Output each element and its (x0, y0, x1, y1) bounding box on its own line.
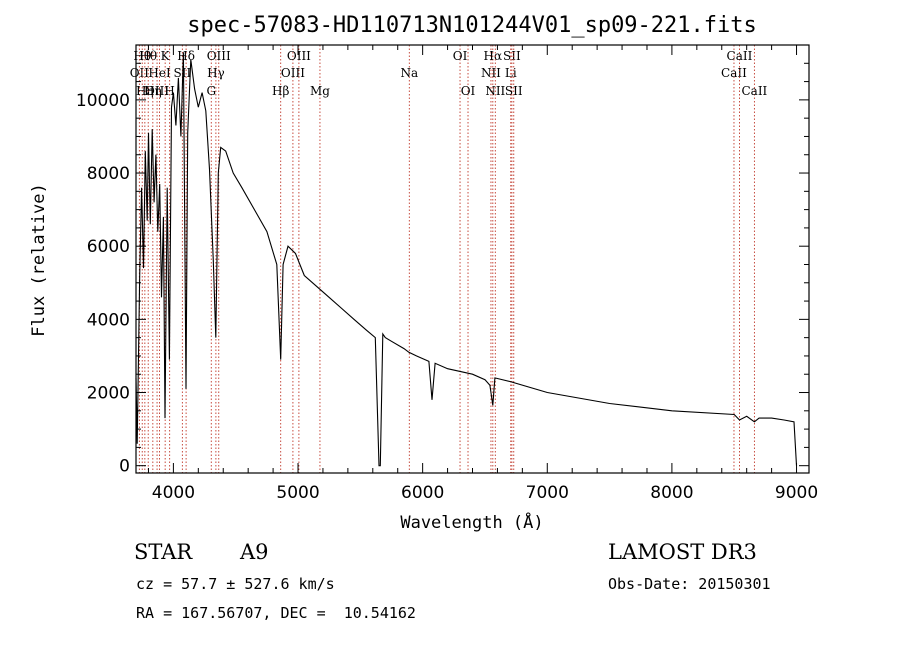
obs-date-text: Obs-Date: 20150301 (608, 575, 771, 593)
marker-label: OI (453, 49, 468, 63)
marker-label: CaII (741, 84, 767, 98)
marker-label: OIII (207, 49, 231, 63)
marker-label: OII (130, 66, 150, 80)
marker-label: Hγ (207, 66, 225, 80)
coordinates-text: RA = 167.56707, DEC = 10.54162 (136, 604, 416, 622)
chart-title: spec-57083-HD110713N101244V01_sp09-221.f… (187, 13, 757, 38)
y-tick-label: 2000 (87, 384, 130, 404)
marker-label: OIII (145, 84, 169, 98)
marker-label: Hθ (139, 49, 157, 63)
object-class: STAR (134, 540, 193, 564)
y-tick-label: 10000 (76, 91, 130, 111)
marker-label: Li (505, 66, 517, 80)
plot-frame (135, 44, 810, 474)
y-tick-label: 4000 (87, 310, 130, 330)
survey-name: LAMOST DR3 (608, 540, 757, 564)
marker-label: Hη (136, 84, 154, 98)
marker-label: Hα (484, 49, 503, 63)
marker-label: SII (503, 49, 521, 63)
marker-label: HeI (148, 66, 171, 80)
marker-label: Hβ (272, 84, 289, 98)
marker-label: Mg (310, 84, 330, 98)
marker-label: H (164, 84, 174, 98)
object-subclass: A9 (240, 540, 269, 564)
redshift-text: cz = 57.7 ± 527.6 km/s (136, 575, 335, 593)
marker-label: Na (400, 66, 418, 80)
x-tick-label: 8000 (650, 483, 693, 503)
line-markers: OIIHθHηHθHηOIIIHeIKHSIIHδGHγOIIIHβOIIIOI… (130, 45, 768, 473)
marker-label: K (161, 49, 171, 63)
marker-label: NII (485, 84, 505, 98)
x-tick-label: 6000 (401, 483, 444, 503)
marker-label: Hδ (177, 49, 195, 63)
marker-label: SII (505, 84, 523, 98)
marker-label: CaII (721, 66, 747, 80)
y-axis-label: Flux (relative) (29, 183, 49, 337)
x-tick-label: 7000 (526, 483, 569, 503)
y-tick-label: 6000 (87, 237, 130, 257)
marker-label: G (206, 84, 216, 98)
marker-label: OI (461, 84, 476, 98)
y-tick-label: 0 (119, 457, 130, 477)
axis-ticks: 4000 5000 6000 7000 8000 9000 0 2000 4000 6000 800… (76, 45, 818, 503)
y-tick-label: 8000 (87, 164, 130, 184)
x-tick-label: 5000 (276, 483, 319, 503)
marker-label: CaII (727, 49, 753, 63)
marker-label: NII (481, 66, 501, 80)
x-tick-label: 4000 (152, 483, 195, 503)
x-tick-label: 9000 (775, 483, 818, 503)
marker-label: OIII (287, 49, 311, 63)
spectrum-line (135, 52, 798, 467)
marker-label: Hθ (133, 49, 151, 63)
marker-label: OIII (281, 66, 305, 80)
x-axis-label: Wavelength (Å) (400, 511, 543, 533)
